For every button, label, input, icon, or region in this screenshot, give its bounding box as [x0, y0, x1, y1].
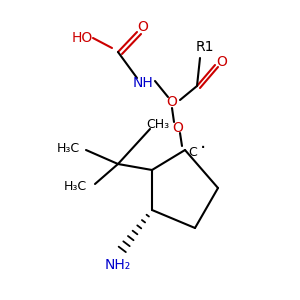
Text: NH₂: NH₂	[105, 258, 131, 272]
Text: HO: HO	[71, 31, 93, 45]
Text: C: C	[189, 146, 197, 158]
Text: O: O	[138, 20, 148, 34]
Text: NH: NH	[133, 76, 153, 90]
Text: O: O	[167, 95, 177, 109]
Text: ·: ·	[200, 139, 206, 158]
Text: CH₃: CH₃	[146, 118, 170, 131]
Text: H₃C: H₃C	[56, 142, 80, 154]
Text: H₃C: H₃C	[63, 179, 87, 193]
Text: O: O	[172, 121, 183, 135]
Text: O: O	[217, 55, 227, 69]
Text: R1: R1	[196, 40, 214, 54]
